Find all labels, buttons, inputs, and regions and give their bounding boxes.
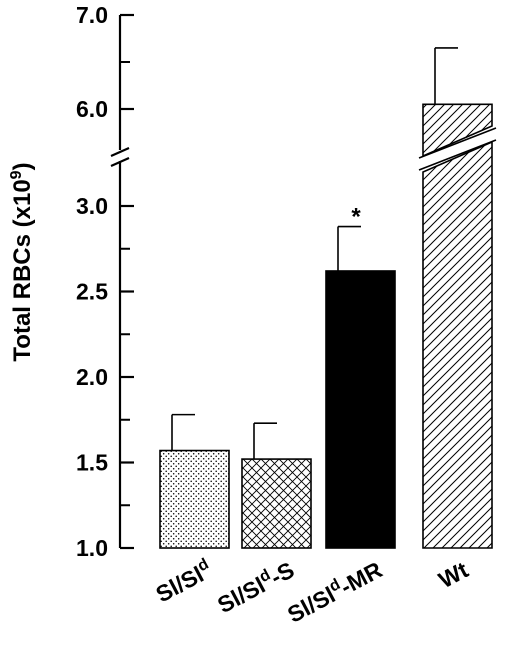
bar-break-line <box>418 139 497 171</box>
y-axis: 1.0 1.5 2.0 2.5 3.0 6.0 7.0 <box>76 2 134 561</box>
bar-group <box>159 413 230 549</box>
bar-lower <box>422 140 493 549</box>
bar-break-gap <box>419 130 496 168</box>
y-tick-label: 1.5 <box>76 450 108 476</box>
bar-group <box>241 422 312 549</box>
bar <box>241 458 312 549</box>
y-axis-title: Total RBCs (x109) <box>8 162 36 361</box>
x-category-label: Sl/Sld-MR <box>283 555 387 627</box>
y-tick-label: 6.0 <box>76 96 108 122</box>
x-category-label: Sl/Sld <box>151 556 216 608</box>
significance-marker: * <box>351 204 361 231</box>
bar-group <box>418 47 497 549</box>
x-category-label: Wt <box>434 556 472 593</box>
bar-upper <box>422 103 493 158</box>
bar-break-line <box>418 127 497 159</box>
bars: * <box>159 47 497 549</box>
y-tick-label: 1.0 <box>76 535 108 561</box>
y-tick-label: 2.5 <box>76 279 108 305</box>
y-tick-label: 7.0 <box>76 2 108 28</box>
bar <box>159 449 230 549</box>
bar <box>325 270 396 549</box>
y-tick-label: 2.0 <box>76 364 108 390</box>
y-tick-label: 3.0 <box>76 193 108 219</box>
axis-break-mark <box>110 156 130 168</box>
axis-break-mark <box>110 146 130 158</box>
bar-group <box>325 225 396 549</box>
